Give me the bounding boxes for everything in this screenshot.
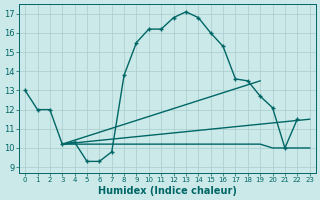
- X-axis label: Humidex (Indice chaleur): Humidex (Indice chaleur): [98, 186, 237, 196]
